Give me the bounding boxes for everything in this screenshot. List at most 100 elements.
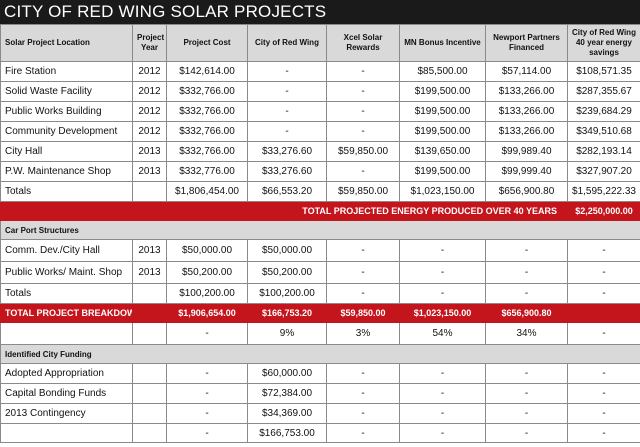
table-cell <box>132 303 167 323</box>
table-row: City Hall 2013 $332,766.00 $33,276.60 $59,85… <box>0 141 640 162</box>
table-row: Public Works Building 2012 $332,766.00- - $1… <box>0 101 640 122</box>
table-cell: - <box>485 261 568 284</box>
table-cell: 3% <box>326 322 400 345</box>
table-cell: - <box>399 283 486 304</box>
table-cell: 54% <box>399 322 486 345</box>
energy-total-label: TOTAL PROJECTED ENERGY PRODUCED OVER 40 … <box>0 201 568 221</box>
percent-row: -9% 3% 54% 34% - <box>0 322 640 345</box>
table-cell: $1,023,150.00 <box>399 303 486 323</box>
table-cell: $59,850.00 <box>326 303 400 323</box>
table-cell: 2013 <box>132 141 167 162</box>
table-cell: $287,355.67 <box>567 81 640 102</box>
table-cell: $332,766.00 <box>166 81 248 102</box>
table-cell: $1,906,654.00 <box>166 303 248 323</box>
table-cell: - <box>326 283 400 304</box>
table-row: - $166,753.00- - - - <box>0 423 640 443</box>
table-cell: - <box>567 239 640 262</box>
table-cell: $199,500.00 <box>399 161 486 182</box>
table-cell: - <box>166 363 248 384</box>
table-cell: $133,266.00 <box>485 101 568 122</box>
page-title: CITY OF RED WING SOLAR PROJECTS <box>0 0 640 24</box>
table-cell: 2012 <box>132 61 167 82</box>
table-cell: - <box>166 322 248 345</box>
energy-total-value: $2,250,000.00 <box>567 201 640 221</box>
table-cell: $1,595,222.33 <box>567 181 640 202</box>
table-cell: City of Red Wing <box>247 24 327 62</box>
table-cell: - <box>567 423 640 443</box>
table-cell: - <box>247 81 327 102</box>
table-cell: - <box>247 101 327 122</box>
table-cell: MN Bonus Incentive <box>399 24 486 62</box>
table-cell: $133,266.00 <box>485 81 568 102</box>
table-cell: 2013 <box>132 239 167 262</box>
totals-row: Totals $100,200.00 $100,200.00- - - - <box>0 283 640 304</box>
table-cell: - <box>326 121 400 142</box>
row-label-cell: City Hall <box>0 141 133 162</box>
project-breakdown-row: TOTAL PROJECT BREAKDOWN $1,906,654.00 $166… <box>0 303 640 323</box>
table-cell: $332,766.00 <box>166 101 248 122</box>
section-heading: Identified City Funding <box>0 344 640 364</box>
table-cell: - <box>399 403 486 424</box>
table-cell: $332,776.00 <box>166 161 248 182</box>
table-cell <box>132 383 167 404</box>
table-cell <box>132 423 167 443</box>
table-cell: - <box>399 239 486 262</box>
table-cell: $57,114.00 <box>485 61 568 82</box>
table-cell <box>567 303 640 323</box>
table-cell: - <box>399 423 486 443</box>
table-row: Community Development 2012 $332,766.00- - $1… <box>0 121 640 142</box>
table-cell: - <box>166 423 248 443</box>
row-label-cell: Public Works Building <box>0 101 133 122</box>
table-cell: $1,023,150.00 <box>399 181 486 202</box>
table-cell: - <box>326 61 400 82</box>
table-cell: $59,850.00 <box>326 141 400 162</box>
energy-total-row: TOTAL PROJECTED ENERGY PRODUCED OVER 40 … <box>0 201 640 221</box>
table-cell: $100,200.00 <box>166 283 248 304</box>
table-row: Solid Waste Facility 2012 $332,766.00- - $19… <box>0 81 640 102</box>
table-cell: $656,900.80 <box>485 181 568 202</box>
table-cell: - <box>567 261 640 284</box>
table-cell: - <box>567 403 640 424</box>
table-cell: - <box>567 322 640 345</box>
solar-projects-table: Solar Project Location Project Year Projec… <box>0 24 640 443</box>
totals-row: Totals $1,806,454.00 $66,553.20 $59,850.00 $… <box>0 181 640 202</box>
table-cell: - <box>326 403 400 424</box>
table-row: Fire Station 2012 $142,614.00- - $85,500.00 $… <box>0 61 640 82</box>
table-cell: $50,000.00 <box>247 239 327 262</box>
table-cell: $166,753.20 <box>247 303 327 323</box>
row-label-cell: Totals <box>0 283 133 304</box>
table-cell: $50,000.00 <box>166 239 248 262</box>
row-label-cell: P.W. Maintenance Shop <box>0 161 133 182</box>
table-row: Capital Bonding Funds - $72,384.00- - - - <box>0 383 640 404</box>
table-cell: 2013 <box>132 261 167 284</box>
row-label-cell: Public Works/ Maint. Shop <box>0 261 133 284</box>
row-label-cell: 2013 Contingency <box>0 403 133 424</box>
table-cell: 2012 <box>132 121 167 142</box>
row-label-cell: Solar Project Location <box>0 24 133 62</box>
table-cell: $332,766.00 <box>166 141 248 162</box>
table-cell: - <box>326 101 400 122</box>
row-label-cell: TOTAL PROJECT BREAKDOWN <box>0 303 133 323</box>
table-cell: $33,276.60 <box>247 141 327 162</box>
table-cell: $99,999.40 <box>485 161 568 182</box>
table-cell: - <box>567 363 640 384</box>
table-cell: - <box>567 283 640 304</box>
table-cell: $656,900.80 <box>485 303 568 323</box>
table-cell: $327,907.20 <box>567 161 640 182</box>
table-cell: $239,684.29 <box>567 101 640 122</box>
table-cell: - <box>567 383 640 404</box>
table-cell: - <box>485 403 568 424</box>
table-row: P.W. Maintenance Shop 2013 $332,776.00 $33,… <box>0 161 640 182</box>
table-cell: $282,193.14 <box>567 141 640 162</box>
table-cell: - <box>326 261 400 284</box>
table-cell: - <box>166 403 248 424</box>
table-cell <box>132 403 167 424</box>
table-cell: $50,200.00 <box>247 261 327 284</box>
row-label-cell: Totals <box>0 181 133 202</box>
table-cell: $66,553.20 <box>247 181 327 202</box>
table-cell: - <box>326 363 400 384</box>
row-label-cell: Community Development <box>0 121 133 142</box>
table-cell <box>132 283 167 304</box>
table-cell: Newport Partners Financed <box>485 24 568 62</box>
row-label-cell: Capital Bonding Funds <box>0 383 133 404</box>
